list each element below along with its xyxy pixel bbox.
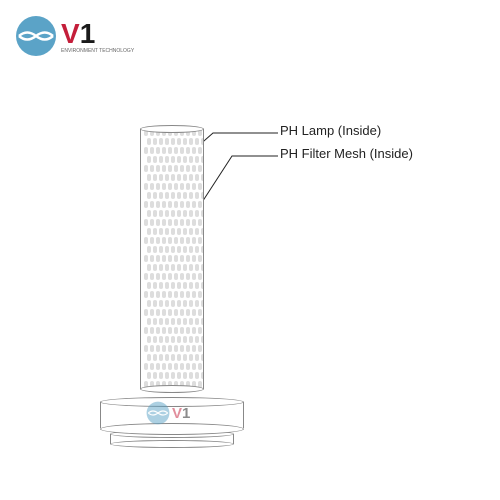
cylinder-top-cap [140,125,204,133]
cylinder-bottom-cap [140,385,204,393]
base-bottom [110,440,234,448]
label-ph-filter-mesh: PH Filter Mesh (Inside) [280,146,413,161]
logo-v: V [61,18,80,49]
product-diagram: PH Lamp (Inside) PH Filter Mesh (Inside)… [120,125,400,465]
logo-brand-text: V1 [61,18,134,50]
mesh-pattern [141,129,203,389]
logo-subtext: ENVIRONMENT TECHNOLOGY [61,48,134,54]
logo-wave-icon [15,15,57,57]
watermark-wave-icon [146,401,170,425]
watermark-logo: V1 [146,401,190,425]
brand-logo: V1 ENVIRONMENT TECHNOLOGY [15,15,134,57]
cylinder-body [140,129,204,389]
label-ph-lamp: PH Lamp (Inside) [280,123,381,138]
logo-1: 1 [80,18,96,49]
logo-text-group: V1 ENVIRONMENT TECHNOLOGY [61,18,134,54]
watermark-text: V1 [172,405,190,422]
